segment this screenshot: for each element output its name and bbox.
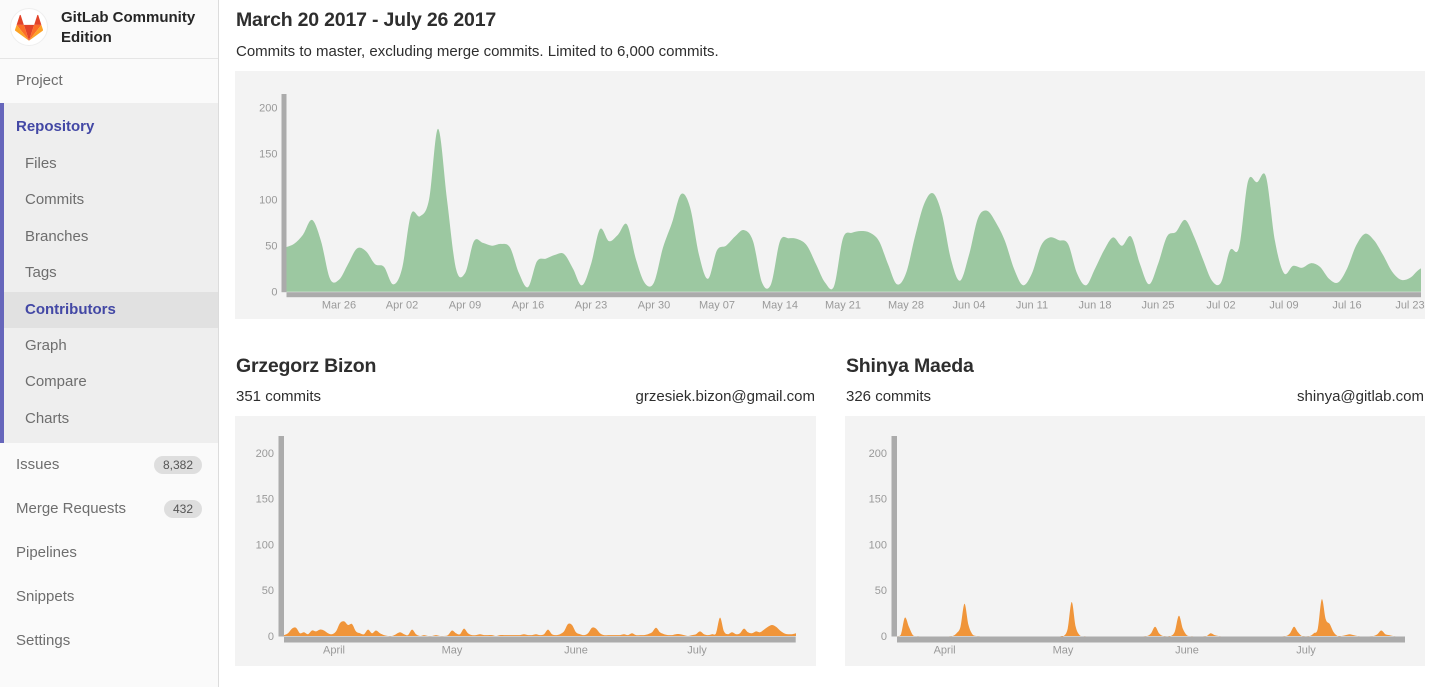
svg-text:0: 0	[271, 287, 277, 299]
svg-text:May 21: May 21	[825, 300, 861, 312]
svg-text:Apr 02: Apr 02	[386, 300, 418, 312]
svg-text:Jun 18: Jun 18	[1078, 300, 1111, 312]
svg-text:50: 50	[265, 241, 277, 253]
svg-text:Apr 16: Apr 16	[512, 300, 544, 312]
svg-text:April: April	[323, 645, 345, 657]
svg-text:Apr 09: Apr 09	[449, 300, 481, 312]
svg-text:June: June	[1175, 645, 1199, 657]
svg-text:150: 150	[869, 494, 887, 506]
svg-text:100: 100	[259, 195, 277, 207]
svg-text:Jun 25: Jun 25	[1141, 300, 1174, 312]
svg-text:Apr 23: Apr 23	[575, 300, 607, 312]
svg-text:Jul 09: Jul 09	[1269, 300, 1298, 312]
svg-text:Jun 11: Jun 11	[1016, 300, 1048, 312]
svg-text:0: 0	[268, 631, 274, 643]
svg-text:July: July	[687, 645, 707, 657]
svg-text:Jul 23: Jul 23	[1395, 300, 1424, 312]
svg-text:200: 200	[259, 103, 277, 115]
svg-text:May 07: May 07	[699, 300, 735, 312]
svg-text:May 28: May 28	[888, 300, 924, 312]
svg-text:200: 200	[869, 448, 887, 460]
svg-text:50: 50	[875, 585, 887, 597]
svg-text:April: April	[934, 645, 956, 657]
svg-text:Jul 16: Jul 16	[1332, 300, 1361, 312]
svg-text:150: 150	[259, 149, 277, 161]
svg-text:July: July	[1296, 645, 1316, 657]
svg-text:June: June	[564, 645, 588, 657]
svg-text:0: 0	[881, 631, 887, 643]
svg-text:May: May	[1053, 645, 1074, 657]
svg-text:200: 200	[256, 448, 274, 460]
svg-text:Jul 02: Jul 02	[1206, 300, 1235, 312]
svg-text:Apr 30: Apr 30	[638, 300, 670, 312]
svg-text:Mar 26: Mar 26	[322, 300, 356, 312]
svg-text:May: May	[442, 645, 463, 657]
svg-text:100: 100	[256, 539, 274, 551]
svg-text:150: 150	[256, 494, 274, 506]
svg-text:May 14: May 14	[762, 300, 798, 312]
svg-text:100: 100	[869, 539, 887, 551]
svg-text:Jun 04: Jun 04	[952, 300, 985, 312]
svg-text:50: 50	[262, 585, 274, 597]
